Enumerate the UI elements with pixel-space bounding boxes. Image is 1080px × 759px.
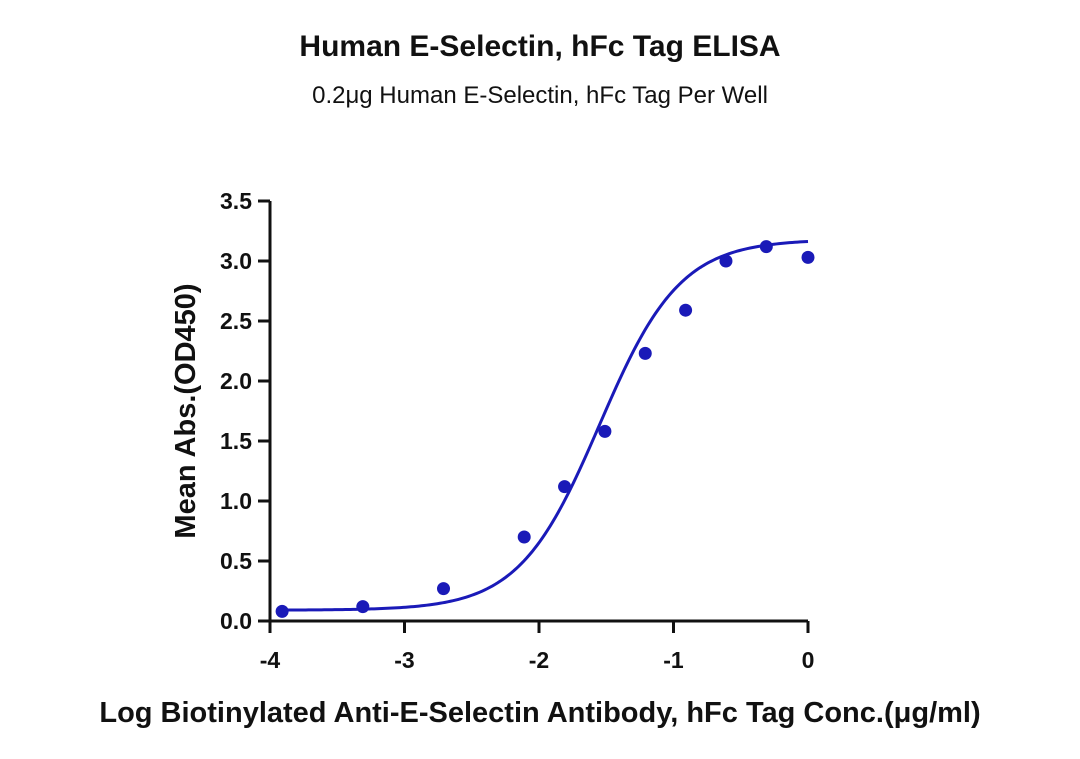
x-ticks: -4 -3 -2 -1 0 [260, 621, 815, 673]
y-tick-label: 0.5 [220, 548, 252, 574]
data-point [801, 250, 815, 264]
x-tick-label: -2 [529, 647, 549, 673]
y-tick-label: 2.0 [220, 368, 252, 394]
data-point [598, 424, 612, 438]
data-point [679, 303, 693, 317]
data-point [356, 600, 370, 614]
data-point [719, 254, 733, 268]
x-tick-label: 0 [802, 647, 815, 673]
y-tick-label: 3.0 [220, 248, 252, 274]
y-ticks: 0.0 0.5 1.0 1.5 2.0 2.5 3.0 3.5 [220, 188, 270, 634]
y-tick-label: 1.0 [220, 488, 252, 514]
chart-subtitle: 0.2μg Human E-Selectin, hFc Tag Per Well [312, 82, 768, 109]
data-point [638, 346, 652, 360]
y-axis-label: Mean Abs.(OD450) [170, 283, 202, 538]
x-tick-label: -4 [260, 647, 281, 673]
fit-curve [282, 239, 809, 612]
y-tick-label: 2.5 [220, 308, 252, 334]
y-tick-label: 1.5 [220, 428, 252, 454]
data-point [558, 480, 572, 494]
x-tick-label: -1 [663, 647, 684, 673]
x-axis-label: Log Biotinylated Anti-E-Selectin Antibod… [99, 697, 980, 729]
data-points [275, 240, 815, 618]
data-point [759, 240, 773, 254]
y-tick-label: 3.5 [220, 188, 252, 214]
y-tick-label: 0.0 [220, 608, 252, 634]
data-point [437, 582, 451, 596]
chart-title: Human E-Selectin, hFc Tag ELISA [299, 30, 781, 63]
data-point [517, 530, 531, 544]
data-point [275, 604, 289, 618]
x-tick-label: -3 [394, 647, 414, 673]
